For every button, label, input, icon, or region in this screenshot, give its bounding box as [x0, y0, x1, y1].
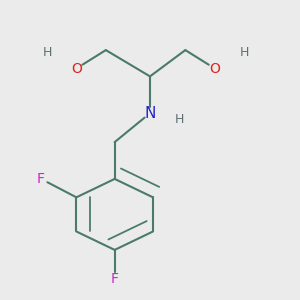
Text: O: O [71, 61, 82, 76]
Text: H: H [175, 113, 184, 126]
Text: H: H [239, 46, 249, 59]
Text: F: F [111, 272, 119, 286]
Text: O: O [209, 61, 220, 76]
Text: F: F [37, 172, 45, 186]
Text: H: H [42, 46, 52, 59]
Text: N: N [144, 106, 156, 121]
